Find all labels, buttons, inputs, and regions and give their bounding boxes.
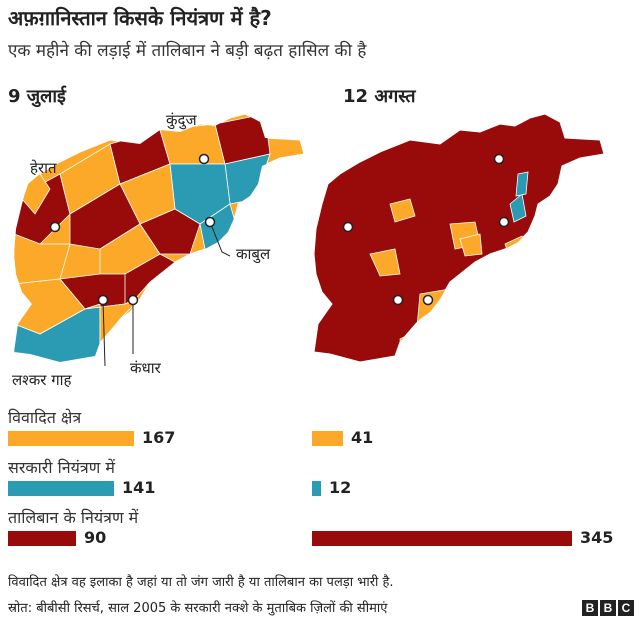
- bar-august-government: [312, 481, 321, 496]
- district-region: [139, 208, 201, 255]
- page-title: अफ़ग़ानिस्तान किसके नियंत्रण में है?: [8, 6, 272, 30]
- city-label-kandahar: कंधार: [130, 359, 161, 377]
- city-label-kabul: काबुल: [236, 245, 271, 263]
- district-region: [369, 248, 401, 277]
- district-region: [159, 123, 226, 165]
- bar-value-july-contested: 167: [142, 428, 176, 447]
- district-region: [515, 171, 529, 197]
- footnote: विवादित क्षेत्र वह इलाका है जहां या तो ज…: [8, 575, 394, 590]
- city-marker-lashkar-gah: [392, 294, 404, 306]
- city-label-kunduz: कुंदुज: [166, 111, 197, 129]
- legend-label-taliban: तालिबान के नियंत्रण में: [8, 508, 139, 527]
- afghanistan-map-august: [313, 113, 605, 363]
- city-marker-kabul: [204, 216, 216, 228]
- city-marker-kandahar: [422, 294, 434, 306]
- bar-august-taliban: [312, 531, 572, 546]
- kabul-callout-line: [209, 221, 231, 257]
- map-date-august: 12 अगस्त: [343, 86, 416, 107]
- district-region: [389, 198, 416, 223]
- bar-value-july-taliban: 90: [84, 528, 107, 547]
- city-marker-kabul: [498, 216, 510, 228]
- city-marker-herat: [49, 221, 61, 233]
- city-marker-kunduz: [493, 153, 505, 165]
- afghanistan-map-july: [13, 113, 305, 367]
- bbc-logo-letter: B: [582, 600, 598, 616]
- city-label-herat: हेरात: [30, 159, 57, 177]
- bar-july-taliban: [8, 531, 76, 546]
- bar-july-government: [8, 481, 114, 496]
- bar-august-contested: [312, 431, 343, 446]
- city-marker-lashkar-gah: [97, 294, 109, 306]
- bar-value-july-government: 141: [122, 478, 156, 497]
- bar-value-august-contested: 41: [351, 428, 374, 447]
- city-marker-kunduz: [198, 153, 210, 165]
- district-region: [459, 233, 483, 257]
- lashkar-gah-callout-line: [102, 299, 106, 367]
- source-note: स्रोत: बीबीसी रिसर्च, साल 2005 के सरकारी…: [8, 601, 388, 616]
- city-marker-kandahar: [127, 294, 139, 306]
- page-subtitle: एक महीने की लड़ाई में तालिबान ने बड़ी बढ…: [8, 41, 367, 61]
- bar-july-contested: [8, 431, 134, 446]
- legend-label-contested: विवादित क्षेत्र: [8, 408, 82, 427]
- bbc-logo-letter: B: [600, 600, 616, 616]
- bar-value-august-government: 12: [329, 478, 352, 497]
- district-region: [14, 233, 71, 285]
- legend-label-government: सरकारी नियंत्रण में: [8, 458, 115, 477]
- city-label-lashkar-gah: लश्कर गाह: [12, 371, 72, 389]
- bar-value-august-taliban: 345: [580, 528, 614, 547]
- district-region: [124, 253, 176, 305]
- map-date-july: 9 जुलाई: [8, 86, 66, 107]
- district-region: [509, 193, 527, 223]
- city-marker-herat: [342, 221, 354, 233]
- bbc-logo-letter: C: [618, 600, 634, 616]
